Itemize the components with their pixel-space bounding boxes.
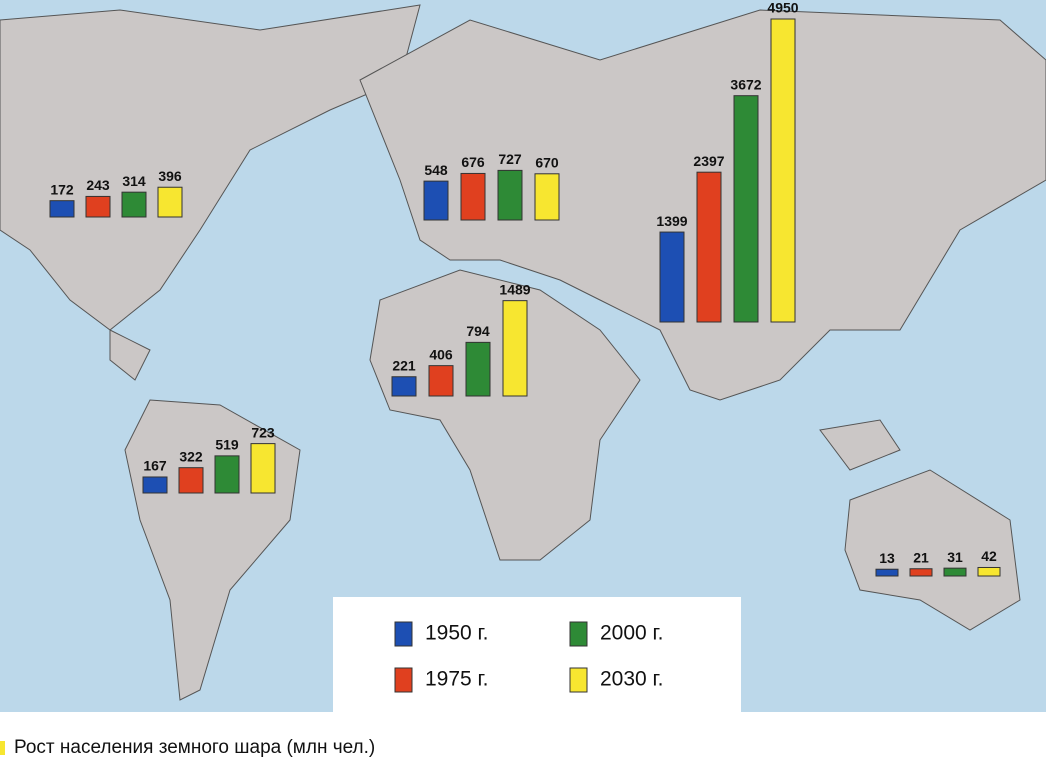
value-label: 13	[879, 550, 895, 566]
value-label: 406	[429, 346, 453, 362]
value-label: 723	[251, 424, 275, 440]
value-label: 42	[981, 548, 997, 564]
value-label: 243	[86, 177, 110, 193]
value-label: 794	[466, 323, 490, 339]
value-label: 396	[158, 168, 182, 184]
bar	[142, 476, 168, 494]
bar	[121, 191, 147, 218]
value-label: 167	[143, 458, 167, 474]
bar	[943, 567, 967, 577]
legend-label: 2000 г.	[600, 622, 663, 645]
bar	[214, 455, 240, 494]
bar	[534, 173, 560, 221]
bar	[909, 568, 933, 577]
value-label: 31	[947, 549, 963, 565]
bar	[391, 376, 417, 397]
bar	[696, 171, 722, 323]
legend-label: 1975 г.	[425, 668, 488, 691]
caption: Рост населения земного шара (млн чел.)	[14, 737, 375, 758]
bar	[497, 169, 523, 221]
bar	[428, 365, 454, 397]
bar	[977, 566, 1001, 577]
bar	[85, 195, 111, 218]
legend-label: 2030 г.	[600, 668, 663, 691]
legend-label: 1950 г.	[425, 622, 488, 645]
bar	[178, 467, 204, 494]
value-label: 322	[179, 448, 203, 464]
value-label: 670	[535, 155, 559, 171]
value-label: 4950	[767, 0, 798, 16]
legend-box	[333, 597, 741, 712]
caption-strip	[0, 712, 1046, 779]
value-label: 314	[122, 173, 146, 189]
value-label: 519	[215, 437, 239, 453]
bar	[770, 18, 796, 323]
bar	[875, 568, 899, 577]
bar	[423, 180, 449, 221]
value-label: 1489	[499, 281, 530, 297]
caption-marker	[0, 741, 5, 755]
bar	[659, 231, 685, 323]
value-label: 727	[498, 151, 522, 167]
bar	[250, 443, 276, 494]
value-label: 676	[461, 154, 485, 170]
value-label: 2397	[693, 153, 724, 169]
bar	[157, 186, 183, 218]
bar	[49, 200, 75, 218]
value-label: 3672	[730, 76, 761, 92]
legend-swatch	[569, 667, 588, 693]
value-label: 548	[424, 162, 448, 178]
bar	[465, 341, 491, 397]
value-label: 172	[50, 181, 74, 197]
value-label: 21	[913, 549, 929, 565]
bar	[460, 172, 486, 221]
bar	[502, 300, 528, 397]
value-label: 1399	[656, 213, 687, 229]
value-label: 221	[392, 357, 416, 373]
legend-swatch	[394, 667, 413, 693]
legend-swatch	[569, 621, 588, 647]
bar	[733, 95, 759, 323]
legend-swatch	[394, 621, 413, 647]
